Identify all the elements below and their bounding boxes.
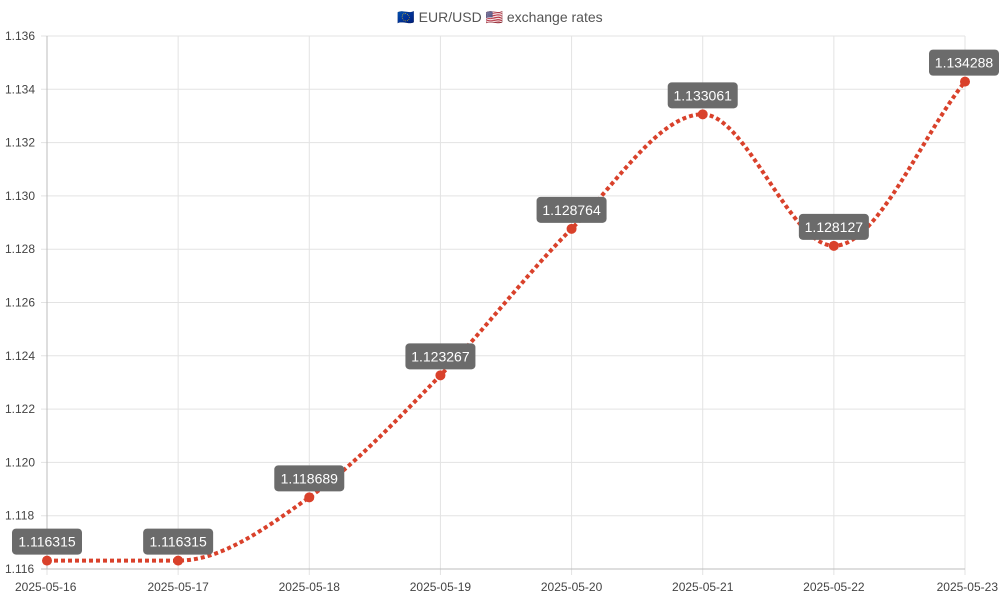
data-point [304,492,315,503]
data-point [960,76,970,87]
data-point [42,555,52,566]
x-axis-ticks: 2025-05-16 2025-05-17 2025-05-18 2025-05-19… [15,580,998,594]
data-labels: 1.116315 1.116315 1.118689 1.123267 1.128764… [12,49,999,555]
series-line [46,80,967,563]
series-layer [46,80,967,563]
data-label-box [143,528,214,555]
data-point [697,109,708,120]
data-label: 1.123267 [405,343,476,370]
data-label: 1.128127 [798,213,869,240]
y-tick-label: 1.126 [5,296,35,310]
x-tick-label: 2025-05-21 [672,580,734,594]
data-point [435,370,446,381]
data-label-text: 1.128764 [542,202,601,218]
y-tick-label: 1.116 [5,562,34,576]
y-tick-label: 1.134 [5,82,35,96]
data-label-box [929,49,999,76]
y-tick-label: 1.128 [5,242,35,256]
chart-axes [41,36,965,570]
data-label-box [405,343,476,370]
x-tick-label: 2025-05-23 [937,580,999,594]
data-label-text: 1.128127 [805,219,864,235]
data-label-text: 1.134288 [935,55,994,71]
y-tick-label: 1.130 [5,189,35,203]
data-label-text: 1.118689 [281,470,339,486]
data-label: 1.133061 [667,82,738,109]
data-label-text: 1.116315 [149,534,207,550]
data-label: 1.116315 [143,528,214,555]
data-label-text: 1.116315 [18,534,76,550]
data-point [828,240,839,251]
data-label: 1.128764 [536,196,607,223]
data-label-box [667,82,738,109]
x-tick-label: 2025-05-17 [147,580,209,594]
x-tick-label: 2025-05-18 [279,580,341,594]
chart-grid [41,35,966,575]
data-label-box [536,196,607,223]
data-label-box [274,465,345,492]
y-tick-label: 1.122 [5,402,35,416]
y-tick-label: 1.124 [5,349,35,363]
data-label-text: 1.123267 [411,348,470,364]
data-points [42,76,970,566]
y-tick-label: 1.118 [5,509,34,523]
data-label-text: 1.133061 [674,87,733,103]
x-tick-label: 2025-05-22 [803,580,865,594]
x-tick-label: 2025-05-20 [541,580,603,594]
y-tick-label: 1.136 [5,29,35,43]
chart-title-group: 🇪🇺 EUR/USD 🇺🇸 exchange rates [397,9,602,25]
data-label: 1.134288 [929,49,999,76]
data-label-box [798,213,869,240]
x-tick-label: 2025-05-16 [15,580,77,594]
y-tick-label: 1.120 [5,455,35,469]
data-label-box [12,528,82,555]
data-point [173,555,184,566]
data-label: 1.118689 [274,465,345,492]
y-tick-label: 1.132 [5,136,35,150]
data-point [566,223,577,234]
x-tick-label: 2025-05-19 [410,580,472,594]
y-axis-ticks: 1.116 1.118 1.120 1.122 1.124 1.126 1.128 1.130… [5,29,35,576]
data-label: 1.116315 [12,528,82,555]
chart-title: 🇪🇺 EUR/USD 🇺🇸 exchange rates [397,9,602,25]
